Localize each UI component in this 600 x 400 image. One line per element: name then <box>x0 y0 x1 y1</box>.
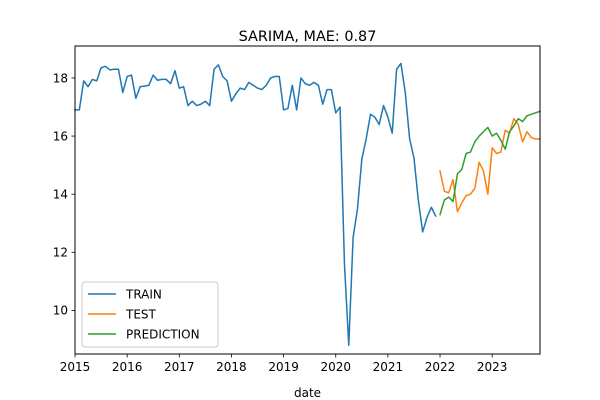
plot-lines <box>74 62 541 347</box>
series-line-prediction <box>439 110 541 216</box>
y-tick-label: 14 <box>53 187 68 201</box>
x-tick-label: 2023 <box>477 360 508 374</box>
y-tick-label: 16 <box>53 129 68 143</box>
x-tick-label: 2016 <box>112 360 143 374</box>
legend-label-prediction: PREDICTION <box>126 327 200 341</box>
x-tick-label: 2021 <box>373 360 404 374</box>
legend-label-test: TEST <box>125 307 157 321</box>
x-tick-label: 2018 <box>216 360 247 374</box>
plot-frame <box>74 45 541 355</box>
y-tick-label: 18 <box>53 71 68 85</box>
x-axis: 2015 2016 2017 2018 2019 2020 2021 2022 2023 <box>60 354 508 374</box>
y-axis: 10 12 14 16 18 <box>53 71 75 318</box>
y-tick-label: 12 <box>53 246 68 260</box>
legend: TRAIN TEST PREDICTION <box>81 281 219 348</box>
legend-box <box>81 281 219 348</box>
chart-title: SARIMA, MAE: 0.87 <box>239 29 377 45</box>
x-tick-label: 2022 <box>425 360 456 374</box>
x-tick-label: 2020 <box>320 360 351 374</box>
x-tick-label: 2017 <box>164 360 195 374</box>
series-line-test <box>439 117 541 213</box>
series-line-train <box>74 62 437 347</box>
y-tick-label: 10 <box>53 304 68 318</box>
x-tick-label: 2019 <box>268 360 299 374</box>
x-axis-label: date <box>294 386 321 400</box>
legend-label-train: TRAIN <box>125 287 162 301</box>
x-tick-label: 2015 <box>60 360 91 374</box>
